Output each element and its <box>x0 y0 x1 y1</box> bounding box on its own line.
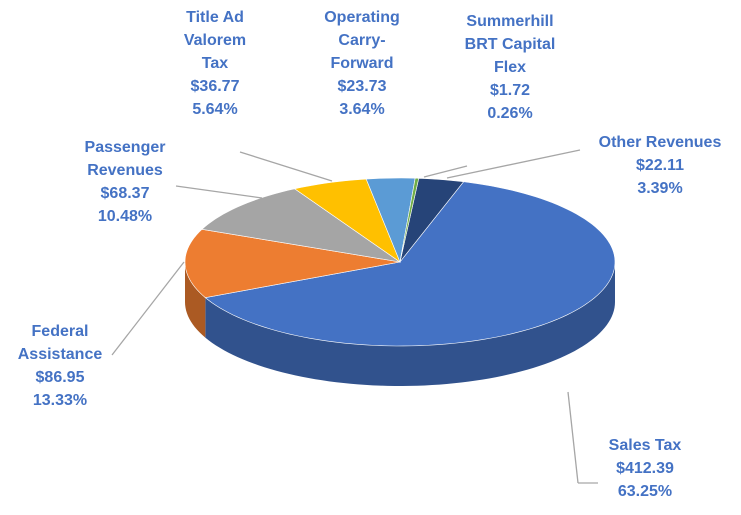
percent-label: 0.26% <box>487 105 533 122</box>
data-label: Federal Assistance $86.95 13.33% <box>5 320 115 412</box>
data-label: Summerhill BRT Capital Flex $1.72 0.26% <box>455 10 565 125</box>
value-label: $412.39 <box>616 460 674 477</box>
slice <box>365 177 416 264</box>
slice-side <box>185 262 206 338</box>
category-label: Operating Carry-Forward <box>324 9 400 72</box>
data-label: Passenger Revenues $68.37 10.48% <box>65 136 185 228</box>
slice <box>201 188 401 263</box>
slice <box>399 178 465 263</box>
data-label: Title Ad Valorem Tax $36.77 5.64% <box>175 6 255 121</box>
category-label: Summerhill BRT Capital Flex <box>464 13 556 76</box>
value-label: $68.37 <box>100 185 150 202</box>
percent-label: 13.33% <box>32 392 88 409</box>
category-label: Passenger Revenues <box>84 139 166 179</box>
slice <box>204 181 616 347</box>
percent-label: 10.48% <box>97 208 153 225</box>
value-label: $22.11 <box>635 157 685 174</box>
leader-line <box>446 149 581 179</box>
category-label: Title Ad Valorem Tax <box>183 9 247 72</box>
leader-line <box>175 185 263 199</box>
leader-line <box>239 151 333 182</box>
leader-line <box>567 391 579 484</box>
value-label: $1.72 <box>489 82 531 99</box>
percent-label: 3.39% <box>637 180 683 197</box>
category-label: Other Revenues <box>598 134 722 151</box>
percent-label: 63.25% <box>617 483 673 500</box>
slice <box>293 178 401 263</box>
percent-label: 3.64% <box>339 101 385 118</box>
category-label: Federal Assistance <box>17 323 103 363</box>
data-label: Other Revenues $22.11 3.39% <box>575 131 741 200</box>
category-label: Sales Tax <box>608 437 682 454</box>
data-label: Operating Carry-Forward $23.73 3.64% <box>320 6 405 121</box>
leader-line <box>111 261 185 356</box>
slice-side <box>205 262 615 386</box>
data-label: Sales Tax $412.39 63.25% <box>585 434 705 503</box>
value-label: $36.77 <box>190 78 240 95</box>
leader-line <box>423 165 468 178</box>
percent-label: 5.64% <box>192 101 238 118</box>
value-label: $23.73 <box>337 78 387 95</box>
value-label: $86.95 <box>35 369 85 386</box>
slice <box>399 177 420 263</box>
slice <box>184 228 401 298</box>
